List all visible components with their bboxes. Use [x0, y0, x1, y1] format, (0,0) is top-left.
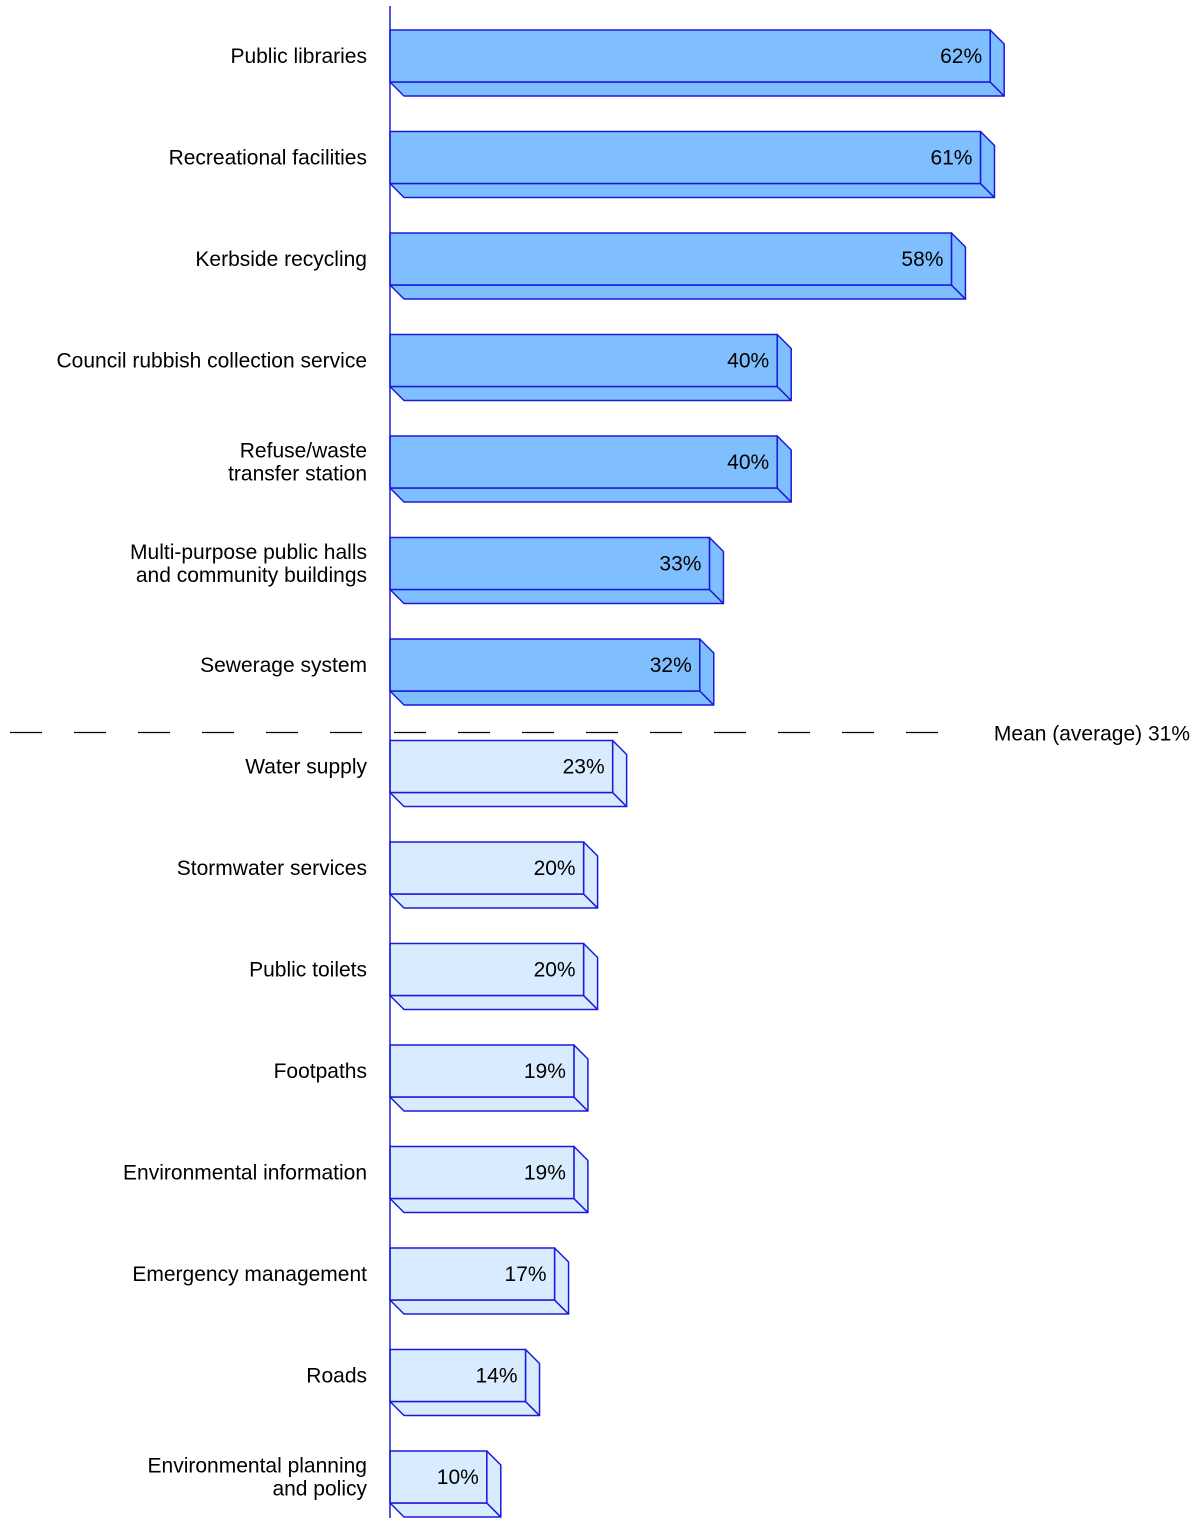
- bar-bottom-face: [389, 284, 967, 300]
- bar-bottom-face: [389, 588, 725, 605]
- bar-front-face: [389, 232, 953, 286]
- category-label: Public libraries: [230, 45, 367, 68]
- value-label: 20%: [534, 959, 576, 982]
- bar-bottom-face: [389, 1299, 570, 1315]
- bar-15: 10% Environmental planning and policy: [148, 1450, 502, 1518]
- bar-bottom-face: [389, 994, 599, 1011]
- bar-bottom-face: [389, 690, 715, 706]
- bar-front-face: [389, 536, 711, 591]
- bar-bottom-face: [389, 1096, 589, 1112]
- bar-bottom-face: [389, 1502, 502, 1518]
- bar-bottom-face: [389, 791, 628, 808]
- bar-front-face: [389, 333, 778, 388]
- category-label: Public toilets: [249, 959, 367, 982]
- bar-bottom-face: [389, 81, 1005, 97]
- value-label: 19%: [524, 1162, 566, 1185]
- value-label: 20%: [534, 857, 576, 880]
- value-label: 61%: [930, 147, 972, 170]
- bar-bottom-face: [389, 385, 792, 402]
- bar-14: 14% Roads: [306, 1348, 541, 1417]
- bar-1: 62% Public libraries: [230, 29, 1005, 97]
- mean-label: Mean (average) 31%: [994, 723, 1190, 746]
- category-label: Emergency management: [132, 1263, 367, 1286]
- bar-12: 19% Environmental information: [123, 1145, 589, 1214]
- category-label: Multi-purpose public halls and community …: [130, 541, 367, 587]
- value-label: 40%: [727, 451, 769, 474]
- bar-3: 58% Kerbside recycling: [195, 232, 967, 300]
- bar-front-face: [389, 130, 982, 185]
- value-label: 33%: [659, 553, 701, 576]
- bar-bottom-face: [389, 1400, 541, 1417]
- value-label: 17%: [505, 1263, 547, 1286]
- category-label: Stormwater services: [177, 857, 367, 880]
- category-label: Environmental information: [123, 1162, 367, 1185]
- value-label: 14%: [475, 1365, 517, 1388]
- bar-front-face: [389, 1145, 575, 1200]
- bar-4: 40% Council rubbish collection service: [57, 333, 792, 402]
- bar-5: 40% Refuse/waste transfer station: [228, 435, 792, 503]
- bar-front-face: [389, 1450, 488, 1504]
- bar-bottom-face: [389, 487, 792, 503]
- category-label: Environmental planning and policy: [148, 1455, 368, 1501]
- bar-11: 19% Footpaths: [274, 1044, 589, 1112]
- bar-13: 17% Emergency management: [132, 1247, 570, 1315]
- bar-front-face: [389, 1348, 527, 1403]
- bar-front-face: [389, 435, 778, 489]
- bar-2: 61% Recreational facilities: [169, 130, 996, 199]
- category-label: Roads: [306, 1365, 367, 1388]
- category-label: Refuse/waste transfer station: [228, 440, 367, 486]
- bar-10: 20% Public toilets: [249, 942, 599, 1011]
- bar-front-face: [389, 942, 585, 997]
- value-label: 40%: [727, 350, 769, 373]
- bar-front-face: [389, 841, 585, 895]
- category-label: Recreational facilities: [169, 147, 367, 170]
- value-label: 62%: [940, 45, 982, 68]
- bar-7: 32% Sewerage system: [200, 638, 715, 706]
- category-label: Council rubbish collection service: [57, 350, 367, 373]
- value-label: 23%: [563, 756, 605, 779]
- value-label: 10%: [437, 1466, 479, 1489]
- bar-front-face: [389, 29, 991, 83]
- bar-bottom-face: [389, 182, 996, 199]
- bar-9: 20% Stormwater services: [177, 841, 599, 909]
- value-label: 32%: [650, 654, 692, 677]
- category-label: Footpaths: [274, 1060, 367, 1083]
- bar-8: 23% Water supply: [245, 739, 628, 808]
- bar-6: 33% Multi-purpose public halls and communi…: [130, 536, 725, 605]
- bar-bottom-face: [389, 893, 599, 909]
- bars-group: 62% Public libraries 61% Recreational facil…: [57, 29, 1005, 1518]
- bar-front-face: [389, 1044, 575, 1098]
- value-label: 19%: [524, 1060, 566, 1083]
- value-label: 58%: [901, 248, 943, 271]
- bar-front-face: [389, 739, 614, 794]
- category-label: Kerbside recycling: [195, 248, 367, 271]
- category-label: Water supply: [245, 756, 367, 779]
- bar-bottom-face: [389, 1197, 589, 1214]
- category-label: Sewerage system: [200, 654, 367, 677]
